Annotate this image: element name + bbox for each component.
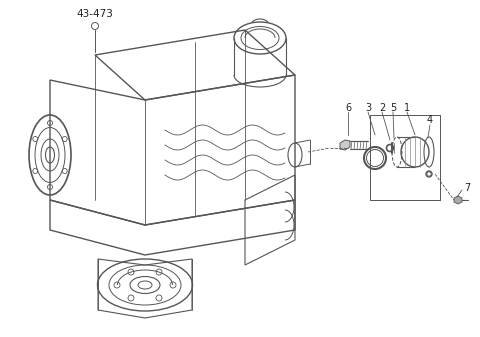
Polygon shape: [340, 140, 350, 150]
Text: 7: 7: [464, 183, 470, 193]
Polygon shape: [454, 196, 462, 204]
Text: 6: 6: [345, 103, 351, 113]
Text: 2: 2: [379, 103, 385, 113]
Text: 5: 5: [390, 103, 396, 113]
Text: 4: 4: [427, 115, 433, 125]
Text: 43-473: 43-473: [77, 9, 113, 19]
Text: 3: 3: [365, 103, 371, 113]
Text: 1: 1: [404, 103, 410, 113]
